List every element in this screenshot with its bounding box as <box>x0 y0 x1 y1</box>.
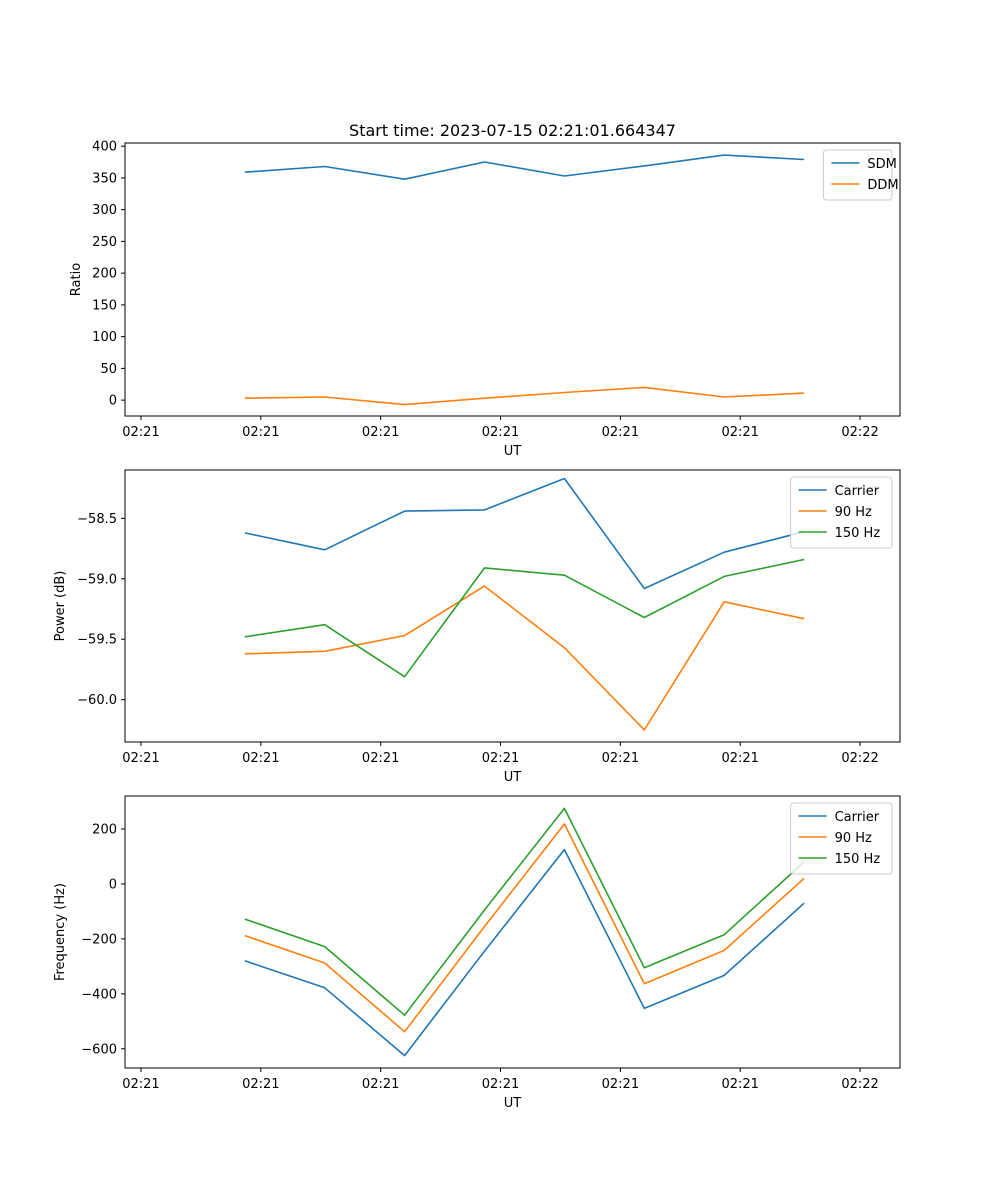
x-tick-label: 02:21 <box>482 1077 519 1092</box>
y-tick-label: −600 <box>81 1042 117 1057</box>
series-line-carrier <box>244 848 805 1057</box>
axes-frame <box>124 469 901 743</box>
y-axis-label: Power (dB) <box>53 571 68 642</box>
y-tick-label: 150 <box>92 298 117 313</box>
series-line-90-hz <box>244 585 805 731</box>
x-tick-label: 02:21 <box>602 1077 639 1092</box>
y-tick-label: 0 <box>109 877 117 892</box>
legend-label: SDM <box>867 157 896 172</box>
y-tick-label: −59.0 <box>77 572 117 587</box>
y-tick-label: 250 <box>92 235 117 250</box>
series-line-sdm <box>244 154 805 180</box>
x-tick-label: 02:21 <box>721 1077 758 1092</box>
y-tick-label: 0 <box>109 394 117 409</box>
x-tick-label: 02:21 <box>482 751 519 766</box>
legend-label: Carrier <box>835 484 880 499</box>
x-axis-label: UT <box>504 1096 522 1111</box>
x-tick-label: 02:21 <box>122 1077 159 1092</box>
series-line-90-hz <box>244 823 805 1033</box>
series-line-carrier <box>244 477 805 590</box>
x-tick-label: 02:22 <box>841 1077 878 1092</box>
x-tick-label: 02:21 <box>242 425 279 440</box>
figure-title: Start time: 2023-07-15 02:21:01.664347 <box>349 121 676 140</box>
x-tick-label: 02:21 <box>602 425 639 440</box>
y-tick-label: −400 <box>81 987 117 1002</box>
y-tick-label: 200 <box>92 267 117 282</box>
x-axis-label: UT <box>504 444 522 459</box>
y-tick-label: 400 <box>92 140 117 155</box>
legend-label: Carrier <box>835 810 880 825</box>
legend-label: 90 Hz <box>835 505 872 520</box>
axes-frame <box>124 142 901 417</box>
y-tick-label: −59.5 <box>77 633 117 648</box>
series-line-150-hz <box>244 807 805 1017</box>
y-tick-label: 350 <box>92 171 117 186</box>
panel-frequency: 02:21 02:21 02:21 02:21 02:21 02:21 02:22 −600 −… <box>53 795 901 1111</box>
x-axis-label: UT <box>504 770 522 785</box>
legend-label: 150 Hz <box>835 526 881 541</box>
x-tick-label: 02:21 <box>721 425 758 440</box>
x-tick-label: 02:21 <box>122 751 159 766</box>
panel-power: 02:21 02:21 02:21 02:21 02:21 02:21 02:22 −60.0… <box>53 469 901 785</box>
x-tick-label: 02:21 <box>482 425 519 440</box>
x-tick-label: 02:21 <box>362 751 399 766</box>
series-line-ddm <box>244 386 805 406</box>
y-tick-label: −60.0 <box>77 693 117 708</box>
axes-frame <box>124 795 901 1069</box>
y-tick-label: −200 <box>81 932 117 947</box>
x-tick-label: 02:22 <box>841 751 878 766</box>
legend-label: DDM <box>867 178 898 193</box>
y-tick-label: −58.5 <box>77 512 117 527</box>
y-axis-label: Frequency (Hz) <box>53 883 68 981</box>
x-tick-label: 02:21 <box>242 751 279 766</box>
legend-label: 90 Hz <box>835 831 872 846</box>
x-tick-label: 02:21 <box>602 751 639 766</box>
panel-ratio: 02:21 02:21 02:21 02:21 02:21 02:21 02:22 0 50 10… <box>69 140 901 459</box>
x-tick-label: 02:21 <box>242 1077 279 1092</box>
x-tick-label: 02:22 <box>841 425 878 440</box>
x-tick-label: 02:21 <box>362 425 399 440</box>
y-axis-label: Ratio <box>69 263 84 296</box>
y-tick-label: 300 <box>92 203 117 218</box>
x-tick-label: 02:21 <box>721 751 758 766</box>
legend-label: 150 Hz <box>835 852 881 867</box>
y-tick-label: 200 <box>92 822 117 837</box>
y-tick-label: 50 <box>100 362 117 377</box>
x-tick-label: 02:21 <box>122 425 159 440</box>
x-tick-label: 02:21 <box>362 1077 399 1092</box>
legend <box>790 476 893 549</box>
y-tick-label: 100 <box>92 330 117 345</box>
series-line-150-hz <box>244 558 805 678</box>
legend <box>790 802 893 875</box>
